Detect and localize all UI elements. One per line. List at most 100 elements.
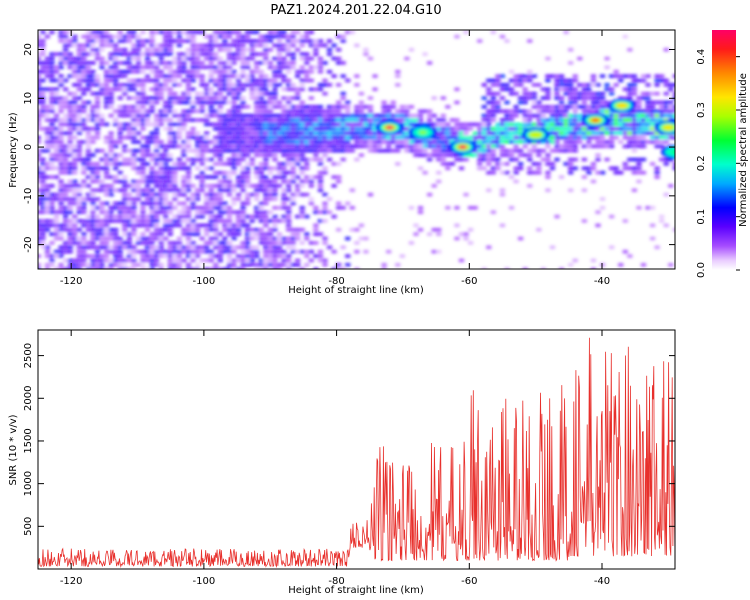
heatmap-cell xyxy=(222,74,228,78)
heatmap-cell xyxy=(636,157,642,162)
heatmap-cell xyxy=(326,39,333,43)
heatmap-cell xyxy=(208,215,214,219)
heatmap-cell xyxy=(204,52,210,56)
heatmap-cell xyxy=(240,210,246,214)
heatmap-cell xyxy=(190,162,196,166)
heatmap-cell xyxy=(481,149,487,153)
heatmap-cell xyxy=(185,83,192,87)
heatmap-cell xyxy=(254,92,260,96)
heatmap-cell xyxy=(185,267,192,269)
heatmap-cell xyxy=(104,193,110,197)
heatmap-cell xyxy=(340,122,346,126)
heatmap-cell xyxy=(144,39,151,43)
heatmap-cell xyxy=(308,258,314,263)
heatmap-cell xyxy=(190,109,196,113)
heatmap-cell xyxy=(454,206,460,210)
heatmap-cell xyxy=(176,258,182,263)
heatmap-cell xyxy=(568,171,574,175)
heatmap-cell xyxy=(208,122,214,126)
heatmap-cell xyxy=(217,171,223,175)
heatmap-cell xyxy=(549,136,556,140)
heatmap-cell xyxy=(240,184,246,188)
heatmap-cell xyxy=(44,188,51,192)
heatmap-cell xyxy=(158,30,164,34)
heatmap-cell xyxy=(195,48,201,52)
heatmap-cell xyxy=(477,149,483,153)
heatmap-cell xyxy=(499,83,506,87)
heatmap-cell xyxy=(245,136,251,140)
heatmap-cell xyxy=(122,136,128,140)
heatmap-cell xyxy=(135,131,142,135)
heatmap-cell xyxy=(226,30,233,34)
heatmap-cell xyxy=(431,136,437,140)
heatmap-cell xyxy=(217,179,223,184)
heatmap-cell xyxy=(158,43,164,47)
heatmap-cell xyxy=(627,166,633,170)
heatmap-cell xyxy=(99,232,105,236)
heatmap-cell xyxy=(640,127,647,131)
heatmap-cell xyxy=(108,228,114,232)
heatmap-cell xyxy=(158,228,164,232)
heatmap-cell xyxy=(336,140,342,144)
heatmap-cell xyxy=(154,127,160,131)
heatmap-cell xyxy=(340,131,346,135)
heatmap-cell xyxy=(263,210,269,214)
heatmap-cell xyxy=(140,267,146,269)
heatmap-cell xyxy=(631,171,637,175)
heatmap-cell xyxy=(72,197,78,201)
heatmap-cell xyxy=(181,188,187,192)
heatmap-cell xyxy=(222,175,228,179)
heatmap-cell xyxy=(190,105,196,109)
heatmap-cell xyxy=(499,118,506,122)
heatmap-cell xyxy=(85,149,91,153)
heatmap-cell xyxy=(427,193,433,197)
heatmap-cell xyxy=(76,241,82,245)
spectrogram-y-axis-label: Frequency (Hz) xyxy=(8,112,19,188)
heatmap-cell xyxy=(527,166,533,170)
heatmap-cell xyxy=(240,122,246,126)
heatmap-cell xyxy=(190,250,196,254)
heatmap-cell xyxy=(117,74,123,78)
heatmap-cell xyxy=(581,92,587,96)
heatmap-cell xyxy=(99,254,105,258)
heatmap-cell xyxy=(176,114,182,118)
heatmap-cell xyxy=(208,175,214,179)
heatmap-cell xyxy=(322,153,328,157)
heatmap-cell xyxy=(231,149,237,153)
colorbar-label: Normalized spectral amplitude xyxy=(738,73,749,227)
heatmap-cell xyxy=(208,74,214,78)
heatmap-cell xyxy=(595,109,601,113)
heatmap-cell xyxy=(381,118,387,122)
heatmap-cell xyxy=(276,219,283,223)
heatmap-cell xyxy=(481,122,487,126)
heatmap-cell xyxy=(377,131,383,135)
heatmap-cell xyxy=(199,109,205,113)
heatmap-cell xyxy=(53,149,60,153)
heatmap-cell xyxy=(518,109,524,113)
heatmap-cell xyxy=(85,144,91,148)
heatmap-cell xyxy=(226,35,233,39)
heatmap-cell xyxy=(472,140,478,144)
heatmap-cell xyxy=(149,140,155,144)
heatmap-cell xyxy=(472,149,478,153)
heatmap-cell xyxy=(322,171,328,175)
heatmap-cell xyxy=(645,114,651,118)
heatmap-cell xyxy=(49,56,55,61)
heatmap-cell xyxy=(38,149,41,153)
heatmap-cell xyxy=(58,100,64,105)
heatmap-cell xyxy=(472,153,478,157)
heatmap-cell xyxy=(358,127,364,131)
heatmap-cell xyxy=(267,171,273,175)
heatmap-cell xyxy=(595,136,601,140)
heatmap-cell xyxy=(217,114,223,118)
heatmap-cell xyxy=(163,30,169,34)
heatmap-cell xyxy=(281,149,287,153)
heatmap-cell xyxy=(108,43,114,47)
heatmap-cell xyxy=(122,263,128,267)
heatmap-cell xyxy=(331,114,337,118)
heatmap-cell xyxy=(131,65,137,69)
heatmap-cell xyxy=(226,184,233,188)
heatmap-cell xyxy=(90,193,96,197)
heatmap-cell xyxy=(38,83,41,87)
heatmap-cell xyxy=(590,83,597,87)
